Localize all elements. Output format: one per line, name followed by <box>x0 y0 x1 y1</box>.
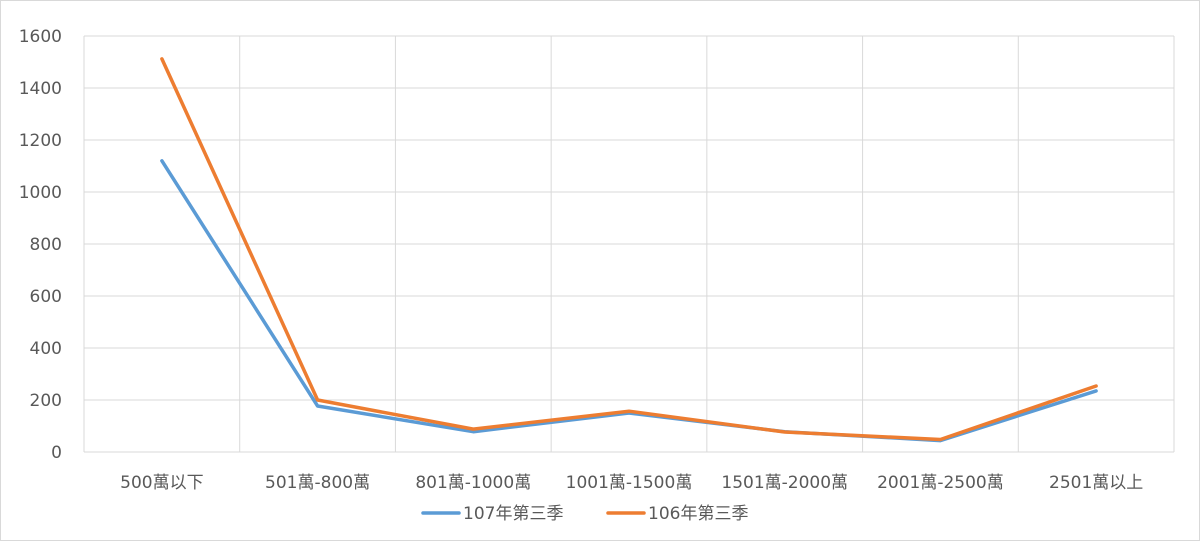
x-tick-label: 501萬-800萬 <box>265 473 370 493</box>
y-tick-label: 200 <box>30 391 62 411</box>
legend: 107年第三季 106年第三季 <box>421 504 748 524</box>
x-tick-label: 1501萬-2000萬 <box>721 473 848 493</box>
y-tick-label: 800 <box>30 235 62 255</box>
series-line-1 <box>160 159 1098 443</box>
legend-label: 106年第三季 <box>648 504 748 524</box>
y-tick-label: 400 <box>30 339 62 359</box>
x-tick-label: 2001萬-2500萬 <box>877 473 1004 493</box>
gridlines <box>83 35 1175 453</box>
y-tick-label: 0 <box>51 443 62 463</box>
y-tick-label: 1200 <box>19 131 62 151</box>
y-tick-label: 1600 <box>19 27 62 47</box>
x-tick-label: 1001萬-1500萬 <box>566 473 693 493</box>
legend-label: 107年第三季 <box>463 504 563 524</box>
y-tick-label: 1000 <box>19 183 62 203</box>
x-tick-label: 801萬-1000萬 <box>415 473 531 493</box>
y-tick-label: 600 <box>30 287 62 307</box>
y-tick-label: 1400 <box>19 79 62 99</box>
x-tick-label: 2501萬以上 <box>1049 473 1143 493</box>
x-tick-label: 500萬以下 <box>120 473 203 493</box>
